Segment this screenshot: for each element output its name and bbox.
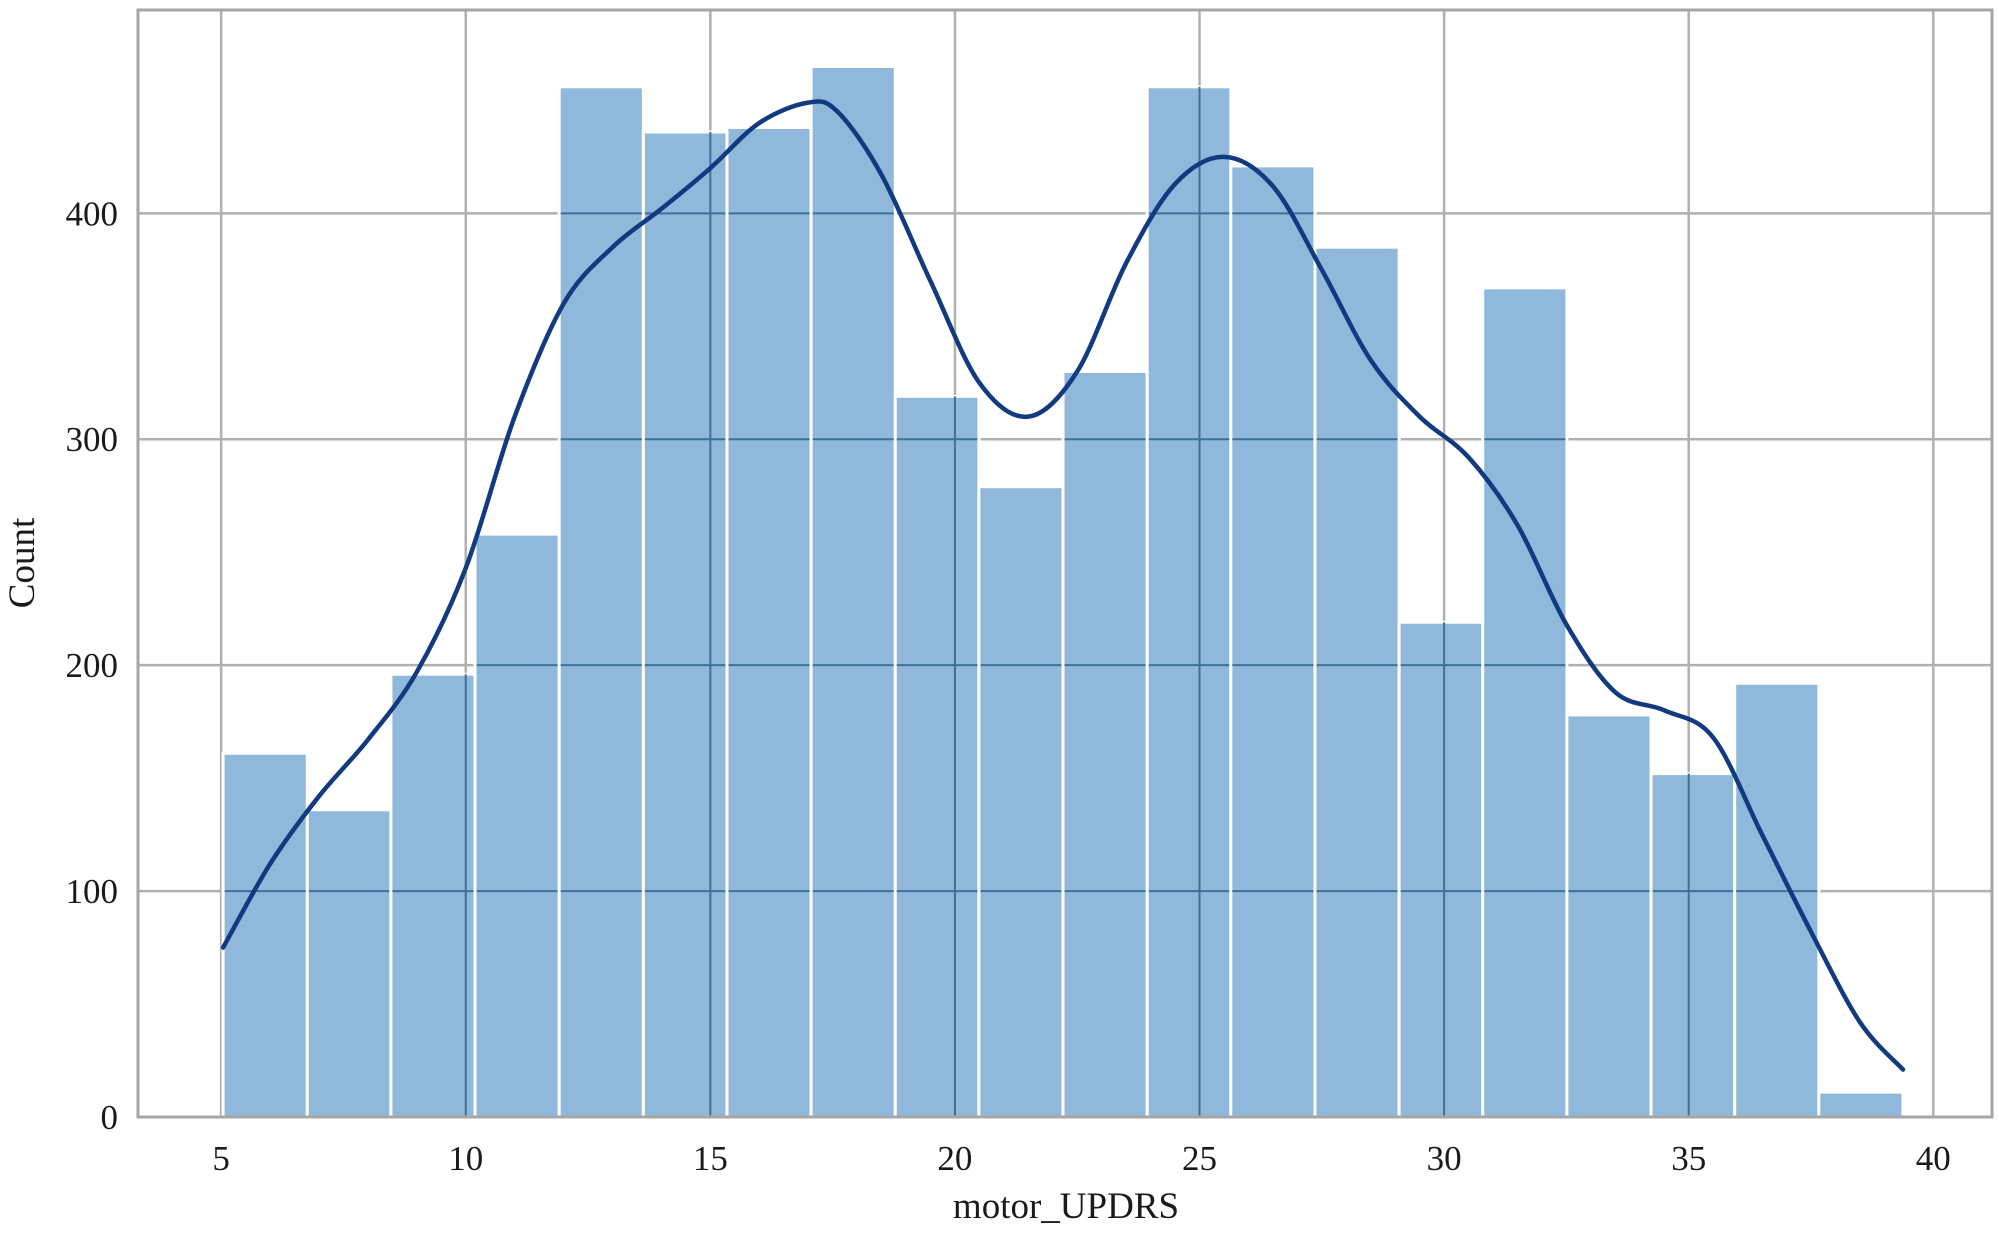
histogram-bar [389,672,477,1119]
axes-frame [136,8,1994,1119]
x-tick-label: 40 [1916,1139,1951,1178]
histogram-bar [893,394,981,1119]
y-tick-label: 300 [66,420,119,459]
histogram-bar [725,125,813,1119]
histogram-bar [1565,713,1653,1119]
histogram-bar [1061,369,1149,1119]
histogram-bar [977,485,1065,1119]
y-tick-label: 100 [66,872,119,911]
x-tick-label: 10 [448,1139,483,1178]
histogram-bar [1817,1090,1905,1119]
histogram-bars [221,64,1905,1119]
histogram-bar [221,751,309,1119]
x-tick-label: 30 [1427,1139,1462,1178]
y-axis-label: Count [2,517,43,608]
x-tick-label: 20 [937,1139,972,1178]
x-tick-label: 25 [1182,1139,1217,1178]
histogram-bar [1229,164,1317,1119]
y-tick-label: 400 [66,194,119,233]
histogram-bar [1397,620,1485,1119]
x-tick-label: 35 [1671,1139,1706,1178]
y-tick-label: 0 [101,1098,119,1137]
histogram-bar [305,808,393,1119]
histogram-bar [557,85,645,1119]
histogram-bar [809,64,897,1119]
histogram-bar [1733,681,1821,1119]
histogram-bar [1649,772,1737,1119]
plot-frame [136,8,1994,1119]
x-tick-label: 5 [212,1139,230,1178]
histogram-bar [473,532,561,1119]
histogram-bar [641,130,729,1119]
kde-curve-layer [220,99,1906,1072]
histogram-bar [1313,245,1401,1119]
histogram-bar [1145,85,1233,1119]
x-axis-label: motor_UPDRS [953,1186,1179,1227]
histogram-bar [1481,286,1569,1119]
x-tick-label: 15 [693,1139,728,1178]
y-tick-label: 200 [66,646,119,685]
kde-curve [220,99,1906,1072]
